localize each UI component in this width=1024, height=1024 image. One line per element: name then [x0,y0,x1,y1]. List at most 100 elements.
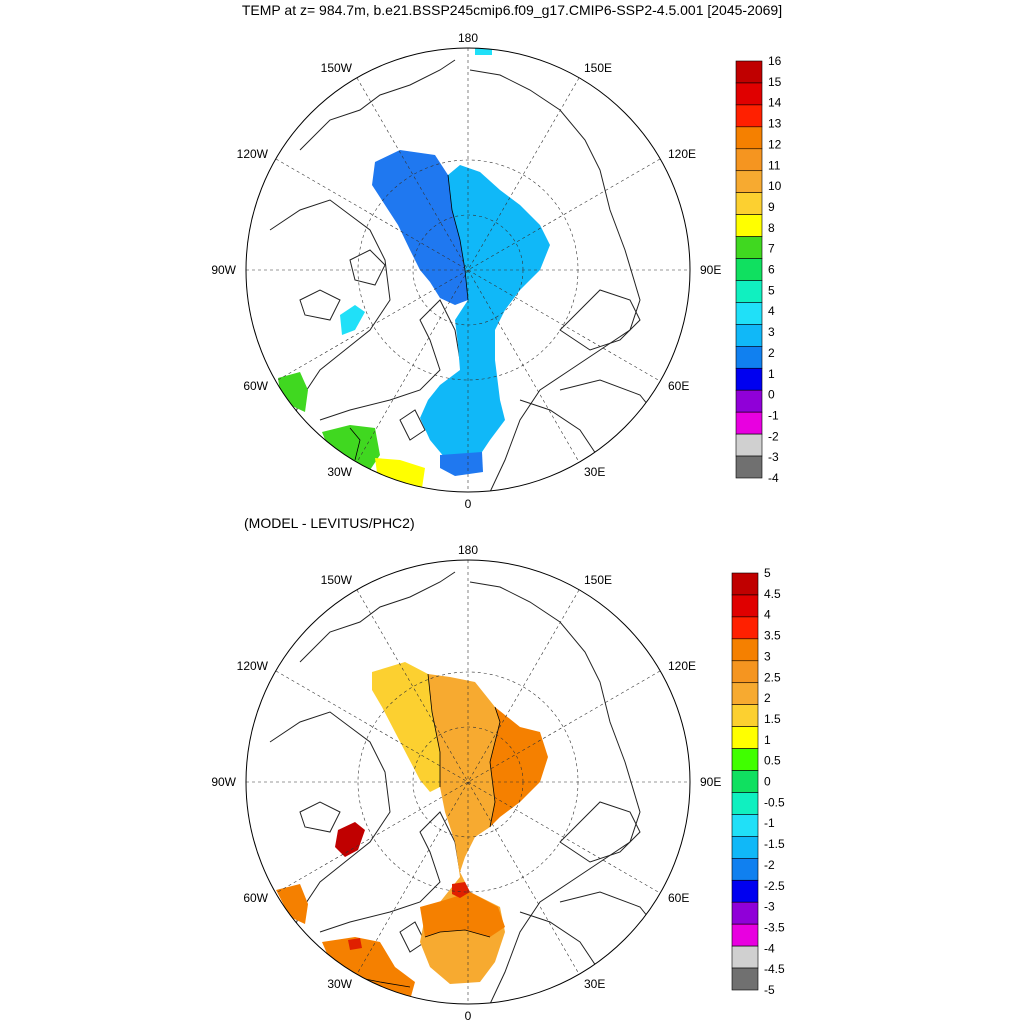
colorbar-tick-label: 2 [768,346,775,360]
lon-label-150e: 150E [584,573,612,587]
colorbar-swatch [735,258,763,281]
light-blue-region [420,165,550,458]
colorbar-swatch [731,901,759,925]
colorbar-tick-label: -2.5 [764,879,785,893]
colorbar-swatch [731,945,759,969]
colorbar-swatch [735,126,763,150]
cyan-top-region [475,48,492,55]
yellow-region [375,458,425,490]
colorbar-swatch [731,726,759,749]
colorbar-tick-label: 8 [768,221,775,235]
colorbar-tick-label: 4 [768,304,775,318]
colorbar-tick-label: 10 [768,179,782,193]
green-region-1 [278,372,308,412]
colorbar-swatch [735,148,763,172]
graticule [246,560,690,1004]
orange-lower-region [420,892,505,937]
figure-title: TEMP at z= 984.7m, b.e21.BSSP245cmip6.f0… [241,2,783,18]
colorbar-tick-label: 11 [768,158,781,172]
colorbar-tick-label: 14 [768,96,782,110]
lon-label-30e: 30E [584,465,605,479]
lon-label-150e: 150E [584,61,612,75]
colorbar-tick-label: 13 [768,117,782,131]
colorbar-tick-label: -2 [764,858,775,872]
pale-yellow-region [372,662,440,792]
colorbar-tick-label: 1.5 [764,712,781,726]
colorbar-swatch [735,455,763,479]
colorbar-tick-label: 2.5 [764,670,781,684]
colorbar-tick-label: 2 [764,691,771,705]
colorbar-tick-label: -0.5 [764,795,785,809]
colorbar-swatch [735,433,763,457]
colorbar-tick-label: 4.5 [764,587,781,601]
colorbar-swatch [735,346,763,369]
colorbar-tick-label: 16 [768,54,782,68]
map-boundary [245,559,691,1005]
colorbar-tick-label: 3 [764,649,771,663]
lon-label-180: 180 [458,543,478,557]
colorbar-tick-label: -4.5 [764,962,785,976]
lon-label-90e: 90E [700,263,721,277]
colorbar-swatch [731,923,759,947]
colorbar-tick-label: 0 [768,388,775,402]
lon-label-60w: 60W [243,379,268,393]
colorbar-tick-label: 5 [768,283,775,297]
lon-label-90w: 90W [211,775,236,789]
colorbar-tick-label: 4 [764,608,771,622]
colorbar-tick-label: -4 [768,471,779,485]
colorbar-swatch [735,302,763,325]
colorbar-tick-label: -3 [764,900,775,914]
orange-bottom-left-region [322,937,415,1002]
colorbar-tick-label: 9 [768,200,775,214]
contour-lines [349,174,469,461]
colorbar-swatch [731,660,759,684]
colorbar-swatch [735,82,763,106]
lon-label-0: 0 [465,1009,472,1023]
lon-label-30e: 30E [584,977,605,991]
colorbar-tick-label: 0.5 [764,754,781,768]
colorbar-tick-label: 6 [768,263,775,277]
colorbar-tick-label: -4 [764,941,775,955]
orange-region [490,707,548,827]
colorbar-swatch [731,967,759,991]
colorbar-tick-label: 3 [768,325,775,339]
red-region [335,822,365,857]
colorbar-swatch [735,170,763,193]
difference-map: 180 0 90W 90E 150W 120W 150E 120E 60W 30… [211,543,785,1023]
dark-blue-region [372,150,468,305]
lon-label-180: 180 [458,31,478,45]
colorbar-swatch [735,324,763,347]
colorbar-tick-label: 5 [764,566,771,580]
colorbar-tick-label: 1 [768,367,775,381]
colorbar-swatch [735,236,763,259]
colorbar-swatch [735,367,763,391]
colorbar-swatch [731,858,759,881]
colorbar-swatch [735,214,763,237]
red-small-spot [348,938,362,950]
lon-label-150w: 150W [321,61,353,75]
colorbar-tick-label: 12 [768,137,782,151]
lon-label-120e: 120E [668,659,696,673]
lon-label-120w: 120W [237,147,269,161]
colorbar-difference: 5 4.5 4 3.5 3 2.5 2 1.5 1 0.5 0 -0.5 -1 -1.5 -2 -2.5 -3 -… [731,566,785,997]
temperature-map: 180 0 90W 90E 150W 120W 150E 120E 60W 30… [211,31,782,511]
colorbar-tick-label: -2 [768,429,779,443]
colorbar-swatch [731,836,759,859]
colorbar-tick-label: 1 [764,733,771,747]
lon-label-30w: 30W [327,977,352,991]
colorbar-tick-label: -1.5 [764,837,785,851]
coastlines [269,571,661,1004]
colorbar-swatch [731,594,759,618]
lon-label-30w: 30W [327,465,352,479]
lon-label-150w: 150W [321,573,353,587]
colorbar-swatch [731,638,759,662]
cyan-region [340,305,365,335]
difference-subtitle: (MODEL - LEVITUS/PHC2) [244,515,415,531]
colorbar-swatch [735,411,763,435]
colorbar-swatch [731,704,759,727]
colorbar-tick-label: 0 [764,775,771,789]
bottom-blue-region [440,452,483,476]
map-boundary [245,47,691,493]
lon-label-60e: 60E [668,891,689,905]
colorbar-swatch [731,682,759,705]
